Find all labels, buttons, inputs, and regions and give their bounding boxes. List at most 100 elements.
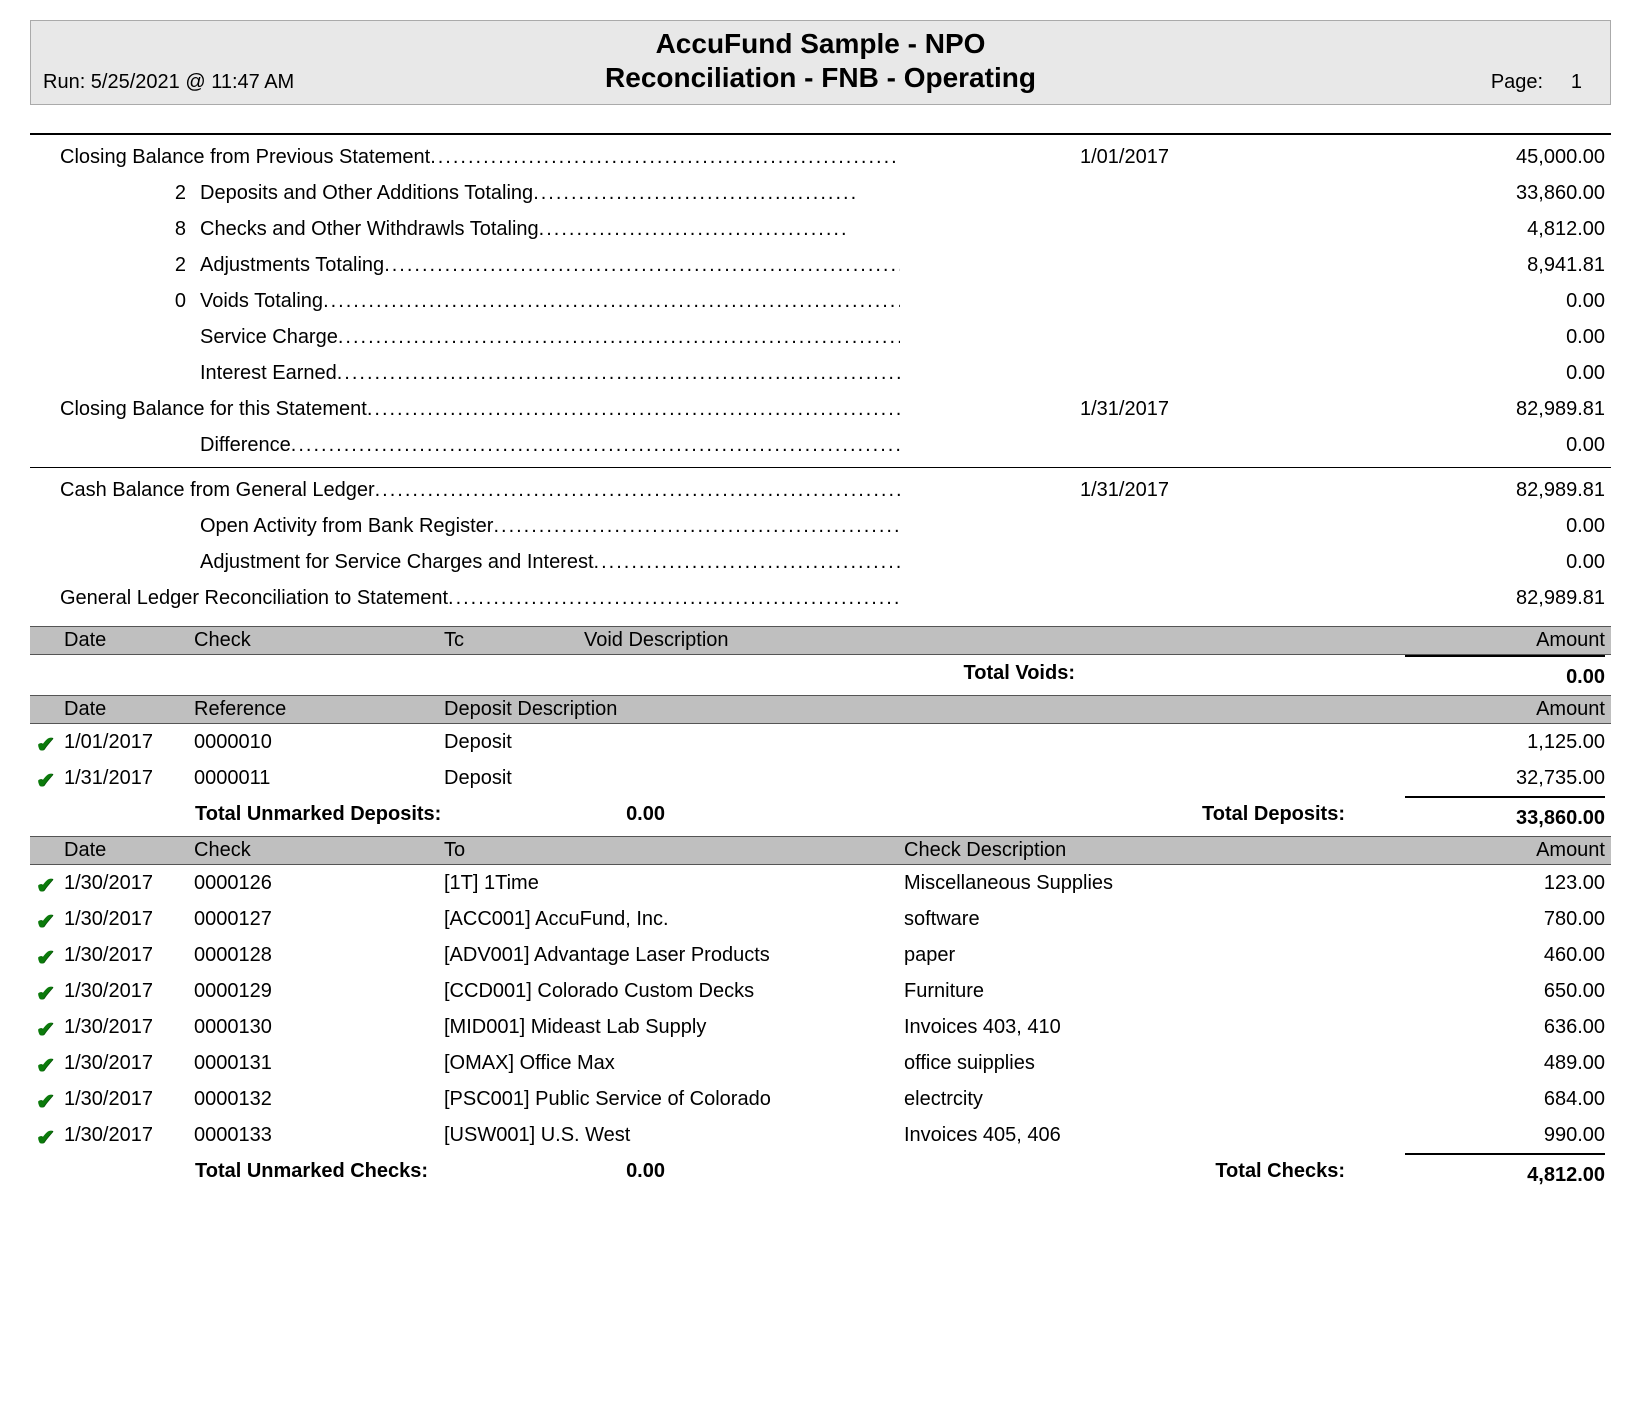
count: 2 xyxy=(30,175,200,211)
col-void-desc: Void Description xyxy=(584,629,1354,652)
unmarked-deposits-amount: 0.00 xyxy=(565,796,765,836)
checkmark-icon: ✔ xyxy=(36,909,54,934)
amount: 0.00 xyxy=(1320,355,1611,391)
cell-amount: 1,125.00 xyxy=(1354,724,1605,760)
checkmark-icon: ✔ xyxy=(36,981,54,1006)
col-check-desc: Check Description xyxy=(904,839,1354,862)
row-adj-svc: Adjustment for Service Charges and Inter… xyxy=(30,544,1611,580)
cell-amount: 684.00 xyxy=(1354,1081,1605,1117)
row-gl-recon: General Ledger Reconciliation to Stateme… xyxy=(30,580,1611,616)
cell-date: 1/30/2017 xyxy=(64,865,194,901)
cell-reference: 0000011 xyxy=(194,760,444,796)
cell-to: [PSC001] Public Service of Colorado xyxy=(444,1081,904,1117)
cell-amount: 636.00 xyxy=(1354,1009,1605,1045)
report-header: AccuFund Sample - NPO Reconciliation - F… xyxy=(30,20,1611,105)
cell-desc: Furniture xyxy=(904,973,1354,1009)
deposit-row: ✔1/01/20170000010Deposit1,125.00 xyxy=(30,724,1611,760)
checkmark-icon: ✔ xyxy=(36,1089,54,1114)
col-to: To xyxy=(444,839,904,862)
page-label: Page: xyxy=(1491,71,1543,93)
count: 0 xyxy=(30,283,200,319)
count: 2 xyxy=(30,247,200,283)
cell-date: 1/01/2017 xyxy=(64,724,194,760)
cell-amount: 460.00 xyxy=(1354,937,1605,973)
row-open-activity: Open Activity from Bank Register........… xyxy=(30,508,1611,544)
cell-date: 1/30/2017 xyxy=(64,1045,194,1081)
cell-amount: 780.00 xyxy=(1354,901,1605,937)
check-row: ✔1/30/20170000132[PSC001] Public Service… xyxy=(30,1081,1611,1117)
report-page: AccuFund Sample - NPO Reconciliation - F… xyxy=(0,0,1641,1213)
checkmark-icon: ✔ xyxy=(36,945,54,970)
col-amount: Amount xyxy=(1354,839,1605,862)
unmarked-checks-amount: 0.00 xyxy=(565,1153,765,1193)
row-difference: Difference..............................… xyxy=(30,427,1611,463)
amount: 45,000.00 xyxy=(1320,139,1611,175)
voids-total-row: Total Voids: 0.00 xyxy=(30,655,1611,695)
deposits-rows: ✔1/01/20170000010Deposit1,125.00 ✔ 1/31/20… xyxy=(30,724,1611,796)
cell-amount: 32,735.00 xyxy=(1354,760,1605,796)
unmarked-deposits-label: Total Unmarked Deposits: xyxy=(195,796,565,836)
label: Adjustment for Service Charges and Inter… xyxy=(200,551,594,573)
total-voids-amount: 0.00 xyxy=(1405,655,1605,695)
amount: 0.00 xyxy=(1320,544,1611,580)
col-reference: Reference xyxy=(194,698,444,721)
page-number: 1 xyxy=(1571,71,1582,93)
cell-to: [CCD001] Colorado Custom Decks xyxy=(444,973,904,1009)
label: Difference xyxy=(200,434,291,456)
amount: 82,989.81 xyxy=(1320,391,1611,427)
cell-desc: electrcity xyxy=(904,1081,1354,1117)
cell-check: 0000129 xyxy=(194,973,444,1009)
label: Cash Balance from General Ledger xyxy=(60,479,375,501)
cell-date: 1/30/2017 xyxy=(64,1117,194,1153)
divider xyxy=(30,133,1611,135)
total-deposits-label: Total Deposits: xyxy=(765,796,1385,836)
report-title-1: AccuFund Sample - NPO xyxy=(43,27,1598,61)
label: Interest Earned xyxy=(200,362,337,384)
row-closing-this: Closing Balance for this Statement......… xyxy=(30,391,1611,427)
cell-desc: software xyxy=(904,901,1354,937)
cell-reference: 0000010 xyxy=(194,724,444,760)
row-deposits: 2 Deposits and Other Additions Totaling.… xyxy=(30,175,1611,211)
run-timestamp: Run: 5/25/2021 @ 11:47 AM xyxy=(43,71,294,94)
col-amount: Amount xyxy=(1354,698,1605,721)
cell-date: 1/31/2017 xyxy=(64,760,194,796)
amount: 8,941.81 xyxy=(1320,247,1611,283)
label: Service Charge xyxy=(200,326,338,348)
date: 1/01/2017 xyxy=(900,139,1320,175)
deposit-row: ✔1/31/20170000011Deposit32,735.00 xyxy=(30,760,1611,796)
col-tc: Tc xyxy=(444,629,584,652)
checkmark-icon: ✔ xyxy=(36,873,54,898)
amount: 0.00 xyxy=(1320,283,1611,319)
row-cash-gl: Cash Balance from General Ledger........… xyxy=(30,472,1611,508)
col-date: Date xyxy=(64,629,194,652)
cell-to: [ACC001] AccuFund, Inc. xyxy=(444,901,904,937)
label: Checks and Other Withdrawls Totaling xyxy=(200,218,539,240)
label: Voids Totaling xyxy=(200,290,323,312)
checkmark-icon: ✔ xyxy=(36,768,54,793)
checks-header-row: Date Check To Check Description Amount xyxy=(30,836,1611,865)
cell-date: 1/30/2017 xyxy=(64,973,194,1009)
total-checks-amount: 4,812.00 xyxy=(1405,1153,1605,1193)
checks-rows: ✔1/30/20170000126[1T] 1TimeMiscellaneous… xyxy=(30,865,1611,1153)
cell-to: [MID001] Mideast Lab Supply xyxy=(444,1009,904,1045)
cell-date: 1/30/2017 xyxy=(64,901,194,937)
label: Deposits and Other Additions Totaling xyxy=(200,182,533,204)
label: Adjustments Totaling xyxy=(200,254,384,276)
label: Open Activity from Bank Register xyxy=(200,515,493,537)
cell-amount: 650.00 xyxy=(1354,973,1605,1009)
date: 1/31/2017 xyxy=(900,391,1320,427)
check-row: ✔1/30/20170000127[ACC001] AccuFund, Inc.… xyxy=(30,901,1611,937)
row-interest-earned: Interest Earned.........................… xyxy=(30,355,1611,391)
cell-check: 0000130 xyxy=(194,1009,444,1045)
amount: 82,989.81 xyxy=(1320,472,1611,508)
total-voids-label: Total Voids: xyxy=(36,655,1385,695)
deposits-header-row: Date Reference Deposit Description Amoun… xyxy=(30,695,1611,724)
amount: 33,860.00 xyxy=(1320,175,1611,211)
unmarked-checks-label: Total Unmarked Checks: xyxy=(195,1153,565,1193)
total-deposits-amount: 33,860.00 xyxy=(1405,796,1605,836)
col-date: Date xyxy=(64,839,194,862)
amount: 0.00 xyxy=(1320,319,1611,355)
check-row: ✔1/30/20170000130[MID001] Mideast Lab Su… xyxy=(30,1009,1611,1045)
cell-date: 1/30/2017 xyxy=(64,937,194,973)
cell-check: 0000131 xyxy=(194,1045,444,1081)
